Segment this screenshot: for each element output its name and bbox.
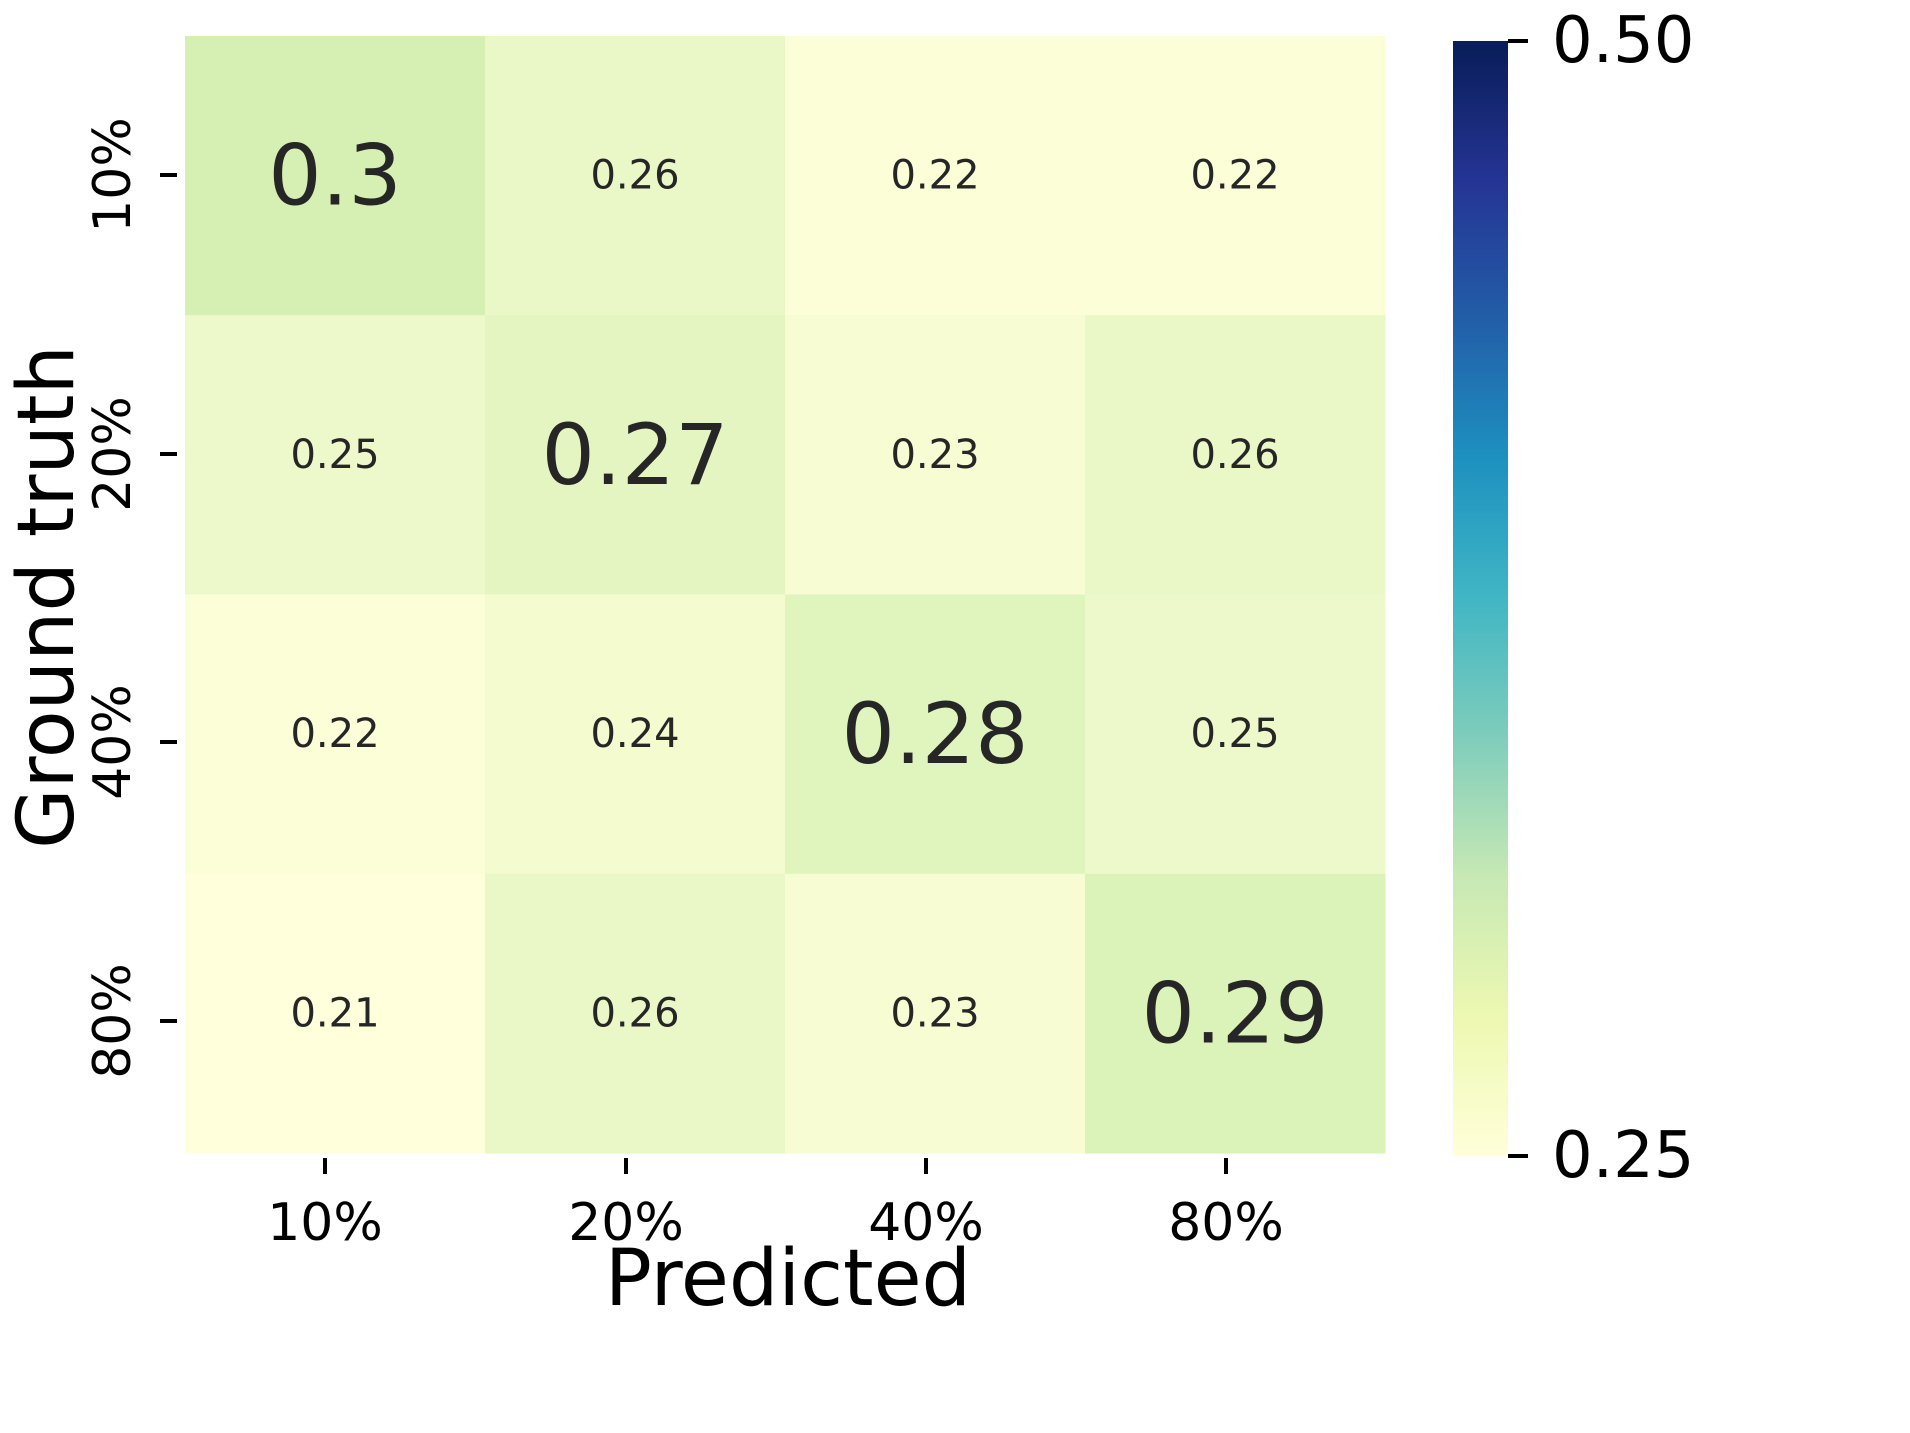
heatmap-cell	[185, 315, 486, 595]
cell-value-label: 0.22	[290, 711, 379, 757]
y-tick-label: 80%	[83, 963, 143, 1079]
heatmap-cell	[785, 315, 1086, 595]
x-tick-label: 40%	[868, 1193, 984, 1253]
x-axis-label: Predicted	[605, 1234, 971, 1324]
x-axis: 10% 20% 40% 80%	[267, 1158, 1284, 1253]
colorbar-tick-label: 0.25	[1552, 1119, 1695, 1193]
cell-value-label: 0.21	[290, 990, 379, 1036]
y-tick-label: 20%	[83, 396, 143, 512]
heatmap-cell	[485, 873, 786, 1154]
heatmap-cell	[785, 594, 1086, 875]
colorbar: 0.50 0.25	[1453, 4, 1695, 1193]
cell-value-label: 0.26	[590, 153, 679, 199]
heatmap-cell	[1085, 36, 1386, 316]
heatmap-cell	[485, 36, 786, 316]
cell-value-label-diagonal: 0.29	[1141, 964, 1328, 1062]
y-axis: 10% 20% 40% 80%	[83, 117, 177, 1079]
cell-value-label: 0.22	[1190, 153, 1279, 199]
y-tick-label: 10%	[83, 117, 143, 233]
y-axis-label: Ground truth	[2, 345, 92, 849]
heatmap-cell	[485, 315, 786, 595]
cell-value-label: 0.24	[590, 711, 679, 757]
heatmap-cell	[785, 36, 1086, 316]
colorbar-tick-label: 0.50	[1552, 4, 1695, 78]
heatmap-cells	[185, 36, 1386, 1154]
x-tick-label: 80%	[1168, 1193, 1284, 1253]
heatmap-cell	[785, 873, 1086, 1154]
heatmap-cell	[485, 594, 786, 875]
cell-value-label: 0.23	[890, 432, 979, 478]
cell-value-label-diagonal: 0.27	[541, 406, 728, 504]
cell-value-label: 0.25	[290, 432, 379, 478]
heatmap-cell	[185, 36, 486, 316]
heatmap-cell	[185, 594, 486, 875]
cell-value-labels: 0.3 0.26 0.22 0.22 0.25 0.27 0.23 0.26 0.22 0.24 0…	[268, 127, 1328, 1063]
heatmap-cell	[1085, 594, 1386, 875]
heatmap-cell	[1085, 315, 1386, 595]
x-tick-label: 20%	[568, 1193, 684, 1253]
cell-value-label: 0.26	[1190, 432, 1279, 478]
cell-value-label: 0.22	[890, 153, 979, 199]
y-tick-label: 40%	[83, 684, 143, 800]
cell-value-label-diagonal: 0.3	[268, 127, 402, 225]
cell-value-label: 0.26	[590, 990, 679, 1036]
cell-value-label: 0.25	[1190, 711, 1279, 757]
cell-value-label-diagonal: 0.28	[841, 685, 1028, 783]
colorbar-gradient	[1453, 41, 1508, 1156]
heatmap-cell	[185, 873, 486, 1154]
x-tick-label: 10%	[267, 1193, 383, 1253]
cell-value-label: 0.23	[890, 990, 979, 1036]
heatmap-cell	[1085, 873, 1386, 1154]
